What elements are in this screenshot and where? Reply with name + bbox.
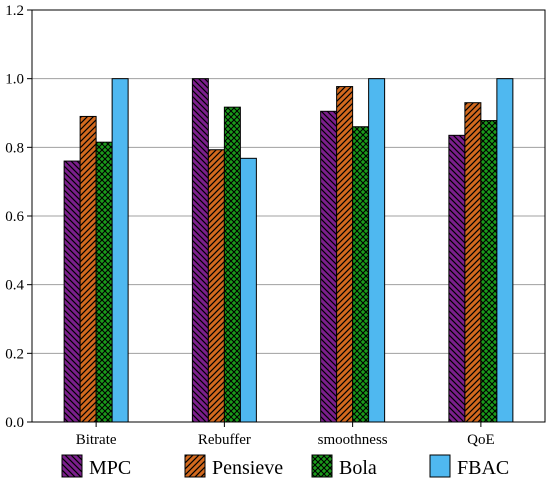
x-tick-label: QoE bbox=[467, 432, 495, 448]
bar-fbac-qoe bbox=[496, 78, 514, 423]
y-tick-label: 0.8 bbox=[5, 140, 24, 156]
legend-label-pensieve: Pensieve bbox=[212, 457, 283, 479]
y-tick-label: 1.0 bbox=[5, 72, 24, 88]
plot-frame bbox=[31, 9, 546, 423]
y-tick-label: 0.4 bbox=[5, 278, 24, 294]
bar-bola-qoe bbox=[480, 120, 498, 423]
bar-mpc-qoe bbox=[448, 134, 466, 423]
bar-fbac-smoothness bbox=[368, 78, 386, 423]
bar-mpc-smoothness bbox=[320, 110, 338, 423]
bar-pensieve-bitrate bbox=[79, 115, 97, 423]
legend-label-bola: Bola bbox=[339, 457, 377, 479]
legend-swatch-mpc bbox=[61, 454, 83, 478]
x-tick-label: smoothness bbox=[318, 432, 388, 448]
y-tick-label: 0.6 bbox=[5, 209, 24, 225]
legend-label-fbac: FBAC bbox=[457, 457, 509, 479]
legend-swatch-pensieve bbox=[184, 454, 206, 478]
legend: MPC Pensieve Bola FBAC bbox=[61, 454, 509, 479]
legend-swatch-fbac bbox=[429, 454, 451, 478]
axes: 0.0 0.2 0.4 0.6 0.8 1.0 1.2 Bitrate Rebuffer smoo… bbox=[5, 3, 546, 448]
y-tick-label: 1.2 bbox=[5, 3, 24, 19]
bar-mpc-bitrate bbox=[63, 160, 81, 423]
x-tick-label: Bitrate bbox=[76, 432, 117, 448]
bar-fbac-bitrate bbox=[111, 78, 129, 423]
bar-pensieve-qoe bbox=[464, 102, 482, 423]
legend-swatch-bola bbox=[311, 454, 333, 478]
legend-label-mpc: MPC bbox=[89, 457, 131, 479]
y-tick-label: 0.0 bbox=[5, 415, 24, 431]
bars bbox=[63, 78, 514, 423]
bar-pensieve-rebuffer bbox=[207, 149, 225, 423]
y-tick-label: 0.2 bbox=[5, 346, 24, 362]
x-tick-label: Rebuffer bbox=[198, 432, 251, 448]
bar-mpc-rebuffer bbox=[191, 78, 209, 423]
bar-pensieve-smoothness bbox=[336, 86, 354, 423]
bar-fbac-rebuffer bbox=[239, 157, 257, 423]
bar-bola-bitrate bbox=[95, 141, 113, 423]
bar-bola-smoothness bbox=[352, 126, 370, 423]
bar-bola-rebuffer bbox=[223, 106, 241, 423]
